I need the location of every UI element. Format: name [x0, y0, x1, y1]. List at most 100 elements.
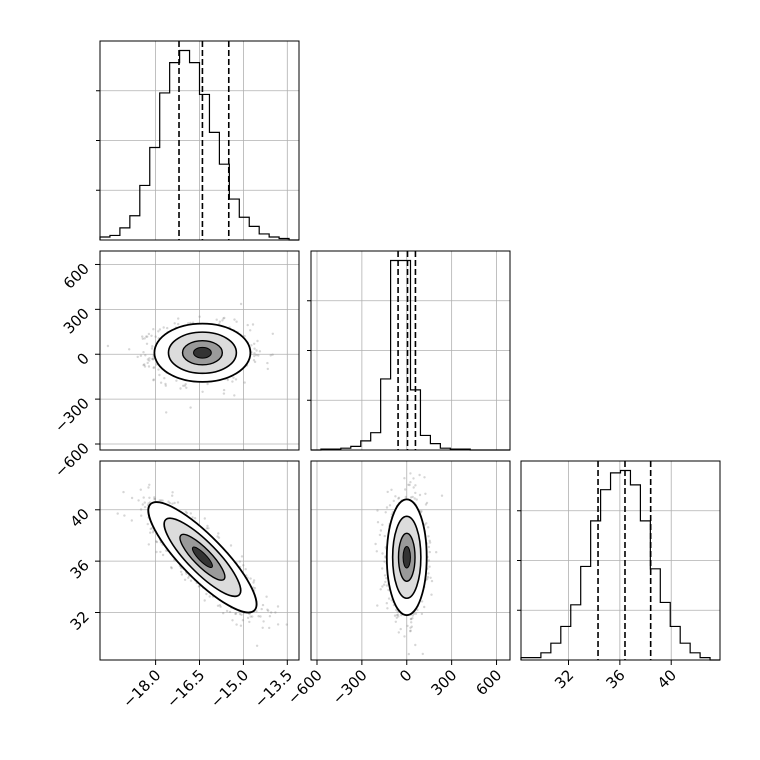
- scatter-point: [412, 612, 416, 616]
- scatter-point: [148, 359, 151, 362]
- scatter-point: [414, 491, 417, 495]
- scatter-point: [143, 337, 146, 340]
- x-tick-label-1-4: 600: [472, 666, 505, 699]
- scatter-point: [423, 605, 426, 609]
- scatter-point: [395, 616, 398, 619]
- scatter-point: [409, 629, 412, 632]
- scatter-point: [274, 611, 277, 614]
- scatter-point: [269, 354, 272, 357]
- scatter-point: [409, 496, 413, 499]
- scatter-point: [385, 506, 389, 509]
- scatter-point: [151, 357, 154, 361]
- hist-bar-1-8: [391, 260, 401, 450]
- scatter-point: [424, 503, 428, 506]
- y-tick-label-1-0: −600: [51, 439, 93, 481]
- scatter-point: [427, 572, 430, 575]
- scatter-point: [207, 527, 210, 530]
- scatter-point: [222, 612, 225, 615]
- scatter-point: [421, 652, 424, 656]
- scatter-point: [430, 593, 433, 596]
- scatter-point: [403, 477, 406, 480]
- scatter-point: [155, 550, 158, 554]
- scatter-point: [153, 496, 156, 499]
- scatter-point: [384, 580, 387, 584]
- scatter-point: [268, 626, 271, 630]
- scatter-point: [235, 623, 238, 626]
- scatter-point: [193, 517, 197, 520]
- scatter-point: [430, 579, 434, 583]
- scatter-point: [271, 353, 274, 356]
- scatter-point: [231, 619, 234, 622]
- scatter-point: [179, 387, 182, 390]
- scatter-point: [141, 337, 144, 340]
- scatter-point: [267, 609, 270, 612]
- hist-bar-0-11: [209, 132, 219, 240]
- scatter-point: [139, 488, 142, 491]
- scatter-point: [256, 339, 259, 343]
- scatter-point: [170, 566, 173, 569]
- scatter-point: [142, 351, 145, 354]
- scatter-panel-1-2: [310, 460, 511, 661]
- scatter-point: [171, 502, 174, 505]
- scatter-point: [164, 549, 168, 552]
- scatter-point: [427, 559, 431, 562]
- scatter-point: [189, 512, 192, 515]
- scatter-point: [266, 361, 269, 365]
- scatter-point: [409, 472, 412, 475]
- scatter-panel-0-2: [99, 460, 300, 661]
- x-tick-label-1-0: −600: [284, 666, 326, 708]
- hist-bar-0-3: [130, 216, 140, 240]
- scatter-point: [157, 330, 160, 333]
- scatter-point: [403, 635, 406, 638]
- scatter-point: [203, 599, 206, 602]
- scatter-point: [375, 550, 378, 553]
- scatter-point: [198, 315, 201, 318]
- scatter-point: [407, 483, 410, 486]
- scatter-point: [409, 481, 412, 484]
- scatter-point: [143, 501, 146, 504]
- hist-bar-2-7: [591, 521, 601, 660]
- scatter-point: [147, 543, 150, 546]
- hist-bar-2-3: [551, 643, 561, 660]
- scatter-point: [385, 584, 389, 587]
- scatter-point: [425, 522, 428, 525]
- scatter-point: [410, 621, 413, 624]
- scatter-point: [386, 607, 389, 610]
- hist-panel-0: [96, 40, 300, 241]
- scatter-point: [252, 581, 255, 584]
- scatter-point: [152, 328, 155, 331]
- y-tick-label-1-1: −300: [51, 394, 93, 436]
- scatter-point: [397, 496, 401, 499]
- scatter-point: [385, 577, 388, 580]
- scatter-point: [415, 498, 418, 501]
- contour-core-1: [191, 546, 213, 569]
- scatter-point: [229, 544, 233, 547]
- scatter-point: [409, 617, 413, 621]
- hist-bar-0-5: [150, 148, 160, 240]
- scatter-point: [158, 328, 162, 331]
- scatter-point: [427, 526, 430, 529]
- scatter-point: [177, 317, 180, 320]
- hist-bar-0-6: [160, 93, 170, 240]
- x-tick-label-1-1: −300: [329, 666, 371, 708]
- scatter-point: [175, 379, 178, 382]
- scatter-point: [147, 502, 150, 505]
- scatter-point: [147, 486, 150, 489]
- scatter-point: [257, 354, 260, 357]
- scatter-point: [418, 493, 422, 497]
- hist-bar-0-15: [249, 226, 259, 240]
- scatter-body-1: [116, 483, 288, 647]
- scatter-point: [151, 358, 155, 361]
- scatter-point: [253, 354, 256, 358]
- scatter-point: [255, 349, 258, 352]
- scatter-point: [163, 377, 166, 380]
- scatter-point: [147, 365, 151, 368]
- scatter-point: [201, 390, 204, 393]
- scatter-point: [426, 575, 430, 579]
- scatter-point: [185, 386, 188, 389]
- hist-bar-2-17: [690, 653, 700, 660]
- scatter-point: [248, 620, 251, 624]
- scatter-point: [171, 491, 174, 494]
- scatter-point: [276, 605, 280, 608]
- scatter-point: [410, 617, 413, 621]
